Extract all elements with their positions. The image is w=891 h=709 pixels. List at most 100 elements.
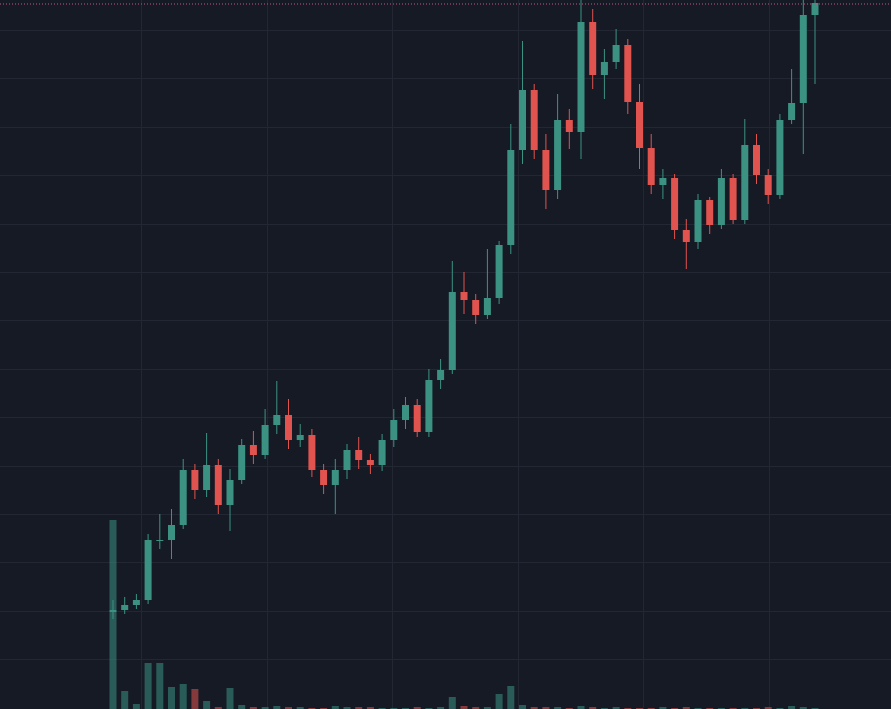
candle-body <box>109 610 117 612</box>
volume-bar <box>226 688 234 709</box>
volume-bar <box>273 706 281 709</box>
candle-body <box>659 178 667 185</box>
candle-body <box>729 178 737 220</box>
volume-bar <box>343 707 351 709</box>
volume-bar <box>460 706 468 709</box>
volume-bar <box>554 707 562 709</box>
volume-bar <box>495 694 503 709</box>
candle-body <box>764 175 772 195</box>
candle-body <box>694 200 702 242</box>
candle-body <box>390 420 398 440</box>
volume-bar <box>249 707 257 709</box>
volume-bar <box>285 707 292 709</box>
candle-body <box>203 465 211 490</box>
candle-body <box>799 15 807 103</box>
vertical-grid <box>141 0 770 709</box>
candle-body <box>413 405 421 432</box>
candle-body <box>366 460 374 465</box>
volume-bar <box>589 707 597 709</box>
volume-bar <box>413 707 421 709</box>
volume-bar <box>659 707 667 709</box>
candle-body <box>600 62 608 75</box>
volume-bar <box>296 707 304 709</box>
candle-body <box>378 440 386 465</box>
volume-bar <box>168 687 175 709</box>
candle-body <box>741 145 749 220</box>
volume-bar <box>132 704 140 709</box>
candle-body <box>179 470 187 525</box>
candle-body <box>612 45 620 62</box>
candle-body <box>507 150 515 245</box>
candle-body <box>460 292 468 300</box>
volume-bar <box>261 707 269 709</box>
candle-body <box>753 145 760 175</box>
candle-body <box>519 90 526 150</box>
candle-body <box>343 450 351 470</box>
candle-body <box>355 450 363 460</box>
volume-bar <box>191 689 199 709</box>
candle-body <box>261 425 269 455</box>
candle-body <box>577 22 585 132</box>
candle-body <box>249 445 257 455</box>
volume-bar <box>530 707 538 709</box>
candle-body <box>706 200 714 225</box>
volume-bar <box>203 701 211 709</box>
volume-bar <box>366 707 374 709</box>
candle-body <box>448 292 456 370</box>
candle-body <box>121 605 129 610</box>
candle-body <box>320 470 328 485</box>
candle-body <box>168 525 175 540</box>
candle-body <box>191 470 199 490</box>
candle-body <box>296 435 304 440</box>
candle-body <box>554 120 562 190</box>
candle-body <box>132 600 140 605</box>
candle-body <box>565 120 573 132</box>
volume-bar <box>764 707 772 709</box>
candle-body <box>437 370 445 380</box>
candle-body <box>542 150 550 190</box>
volume-bar <box>507 686 515 709</box>
volume-bar <box>179 684 187 709</box>
volume-bar <box>612 707 620 709</box>
volume-bar <box>472 707 480 709</box>
candle-body <box>308 435 316 470</box>
volume-bar <box>144 663 152 709</box>
volume-bar <box>437 707 445 709</box>
volume-bar <box>238 705 246 709</box>
candle-body <box>285 415 292 440</box>
candle-body <box>530 90 538 150</box>
candle-body <box>788 103 796 120</box>
candle-body <box>811 3 819 15</box>
candle-body <box>647 148 655 185</box>
candle-body <box>144 540 152 600</box>
candle-body <box>671 178 679 230</box>
volume-bar <box>156 663 164 709</box>
candle-body <box>331 470 339 485</box>
candle-body <box>226 480 234 505</box>
volume-bar <box>519 705 526 709</box>
volume-bar <box>214 707 222 709</box>
candle-body <box>238 445 246 480</box>
candle-body <box>776 120 784 195</box>
candle-body <box>682 230 690 242</box>
volume-bar <box>799 707 807 709</box>
volume-bar <box>788 706 796 709</box>
candle-body <box>472 300 480 315</box>
volume-bar <box>682 707 690 709</box>
candle-body <box>425 380 433 432</box>
candle-body <box>589 22 597 75</box>
volume-bar <box>483 707 491 709</box>
candle-body <box>402 405 409 420</box>
candle-body <box>624 45 632 102</box>
volume-bar <box>355 707 363 709</box>
candle-body <box>717 178 725 225</box>
candle-body <box>273 415 281 425</box>
volume-bar <box>121 691 129 709</box>
candle-body <box>156 540 164 541</box>
candle-body <box>636 102 643 148</box>
volume-bar <box>577 706 585 709</box>
candle-body <box>483 298 491 315</box>
volume-bar <box>542 707 550 709</box>
